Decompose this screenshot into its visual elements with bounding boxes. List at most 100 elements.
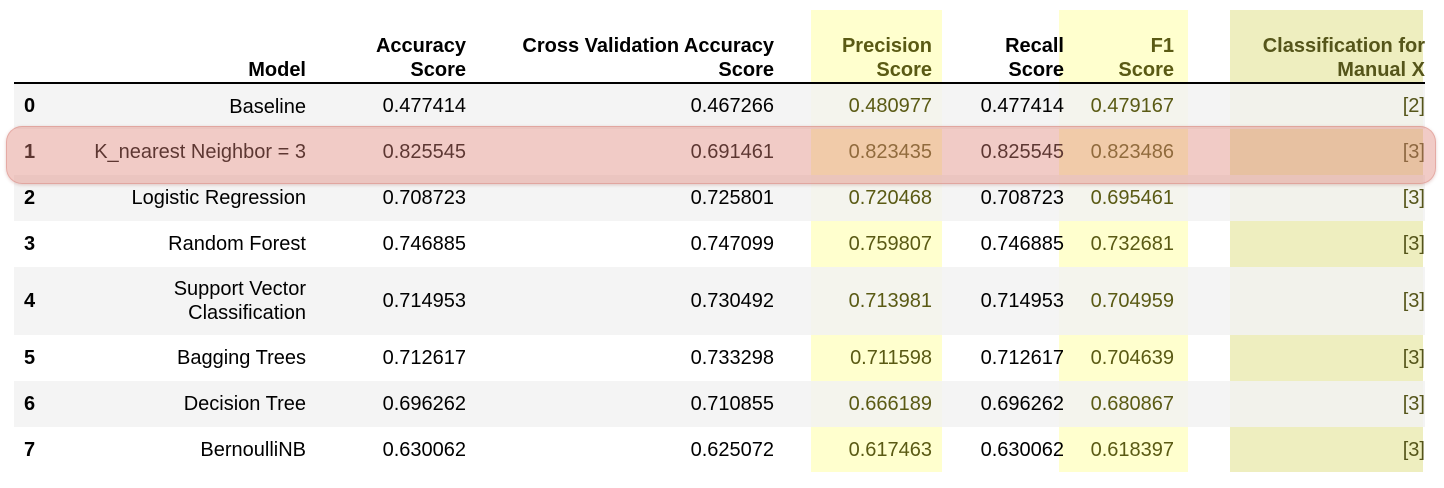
f1-cell: 0.479167	[1090, 95, 1174, 117]
precision-cell: 0.666189	[848, 392, 932, 415]
precision-header-line-2: Score	[876, 59, 932, 81]
accuracy-cell: 0.746885	[382, 232, 466, 255]
cv-accuracy-cell: 0.467266	[690, 95, 774, 117]
f1-header-line-1: F1	[1150, 35, 1174, 57]
table-row: 0 Baseline 0.477414 0.467266 0.480977 0.47741…	[14, 83, 1425, 129]
classification-cell: [3]	[1402, 140, 1425, 163]
row-index: 2	[24, 186, 36, 209]
model-name-line: Baseline	[229, 95, 306, 118]
cv-accuracy-cell: 0.625072	[690, 438, 774, 461]
classification-cell: [3]	[1402, 438, 1425, 461]
recall-header-line-1: Recall	[1005, 35, 1064, 57]
row-index: 1	[24, 140, 36, 163]
model-cell: BernoulliNB	[64, 427, 306, 473]
recall-cell: 0.825545	[980, 140, 1064, 163]
classification-cell: [3]	[1402, 289, 1425, 312]
model-cell: Support Vector Classification	[64, 267, 306, 335]
f1-cell: 0.704639	[1090, 346, 1174, 369]
f1-column-highlight	[1059, 10, 1188, 472]
classification-header: Classification for Manual X	[1174, 12, 1425, 84]
cv-accuracy-header: Cross Validation Accuracy Score	[466, 12, 774, 84]
table-row: 2 Logistic Regression 0.708723 0.725801 0.72…	[14, 175, 1425, 221]
accuracy-cell: 0.825545	[382, 140, 466, 163]
model-cell: Decision Tree	[64, 381, 306, 427]
accuracy-header: Accuracy Score	[306, 12, 466, 84]
model-name-line: Logistic Regression	[131, 187, 306, 209]
classification-header-line-2: Manual X	[1337, 59, 1425, 81]
row-index: 0	[24, 95, 36, 117]
accuracy-cell: 0.714953	[382, 289, 466, 312]
f1-cell: 0.695461	[1090, 186, 1174, 209]
table-body: 0 Baseline 0.477414 0.467266 0.480977 0.47741…	[14, 83, 1425, 473]
model-name-line: Random Forest	[168, 233, 306, 255]
f1-cell: 0.823486	[1090, 140, 1174, 163]
classification-cell: [3]	[1402, 346, 1425, 369]
recall-cell: 0.714953	[980, 289, 1064, 312]
cv-accuracy-header-line-1: Cross Validation Accuracy	[522, 35, 774, 57]
precision-cell: 0.711598	[850, 346, 932, 369]
model-header-label: Model	[248, 59, 306, 81]
recall-cell: 0.477414	[980, 95, 1064, 117]
table-row: 1 K_nearest Neighbor = 3 0.825545 0.691461 0…	[14, 129, 1425, 175]
model-name-line: Bagging Trees	[177, 347, 306, 369]
classification-cell: [3]	[1402, 186, 1425, 209]
model-cell: Logistic Regression	[64, 175, 306, 221]
recall-cell: 0.708723	[980, 186, 1064, 209]
model-header: Model	[64, 12, 306, 84]
recall-cell: 0.696262	[980, 392, 1064, 415]
model-cell: Baseline	[64, 83, 306, 129]
f1-cell: 0.680867	[1090, 392, 1174, 415]
model-name-line: K_nearest Neighbor = 3	[94, 141, 306, 163]
model-cell: Bagging Trees	[64, 335, 306, 381]
f1-cell: 0.732681	[1090, 232, 1174, 255]
model-name-line: Decision Tree	[183, 393, 306, 415]
classification-cell: [2]	[1402, 95, 1425, 117]
table-row: 3 Random Forest 0.746885 0.747099 0.759807 0.…	[14, 221, 1425, 267]
highlighted-row-overlay	[6, 126, 1436, 184]
accuracy-header-line-1: Accuracy	[375, 35, 466, 57]
cv-accuracy-cell: 0.747099	[690, 232, 774, 255]
row-index: 6	[24, 392, 36, 415]
classification-header-line-1: Classification for	[1262, 35, 1425, 57]
model-name-line: Classification	[188, 302, 306, 324]
accuracy-header-line-2: Score	[410, 59, 466, 81]
cv-accuracy-cell: 0.710855	[690, 392, 774, 415]
table-row: 6 Decision Tree 0.696262 0.710855 0.666189 0.…	[14, 381, 1425, 427]
classification-column-highlight	[1230, 10, 1423, 472]
accuracy-cell: 0.712617	[382, 346, 466, 369]
table-row: 5 Bagging Trees 0.712617 0.733298 0.711598 0.…	[14, 335, 1425, 381]
recall-cell: 0.630062	[980, 438, 1064, 461]
model-results-table: Model Accuracy Score Cross Validation Ac…	[14, 12, 1425, 473]
recall-cell: 0.746885	[980, 232, 1064, 255]
precision-cell: 0.823435	[848, 140, 932, 163]
precision-column-highlight	[811, 10, 942, 472]
classification-cell: [3]	[1402, 392, 1425, 415]
index-header	[14, 12, 64, 84]
cv-accuracy-cell: 0.725801	[690, 186, 774, 209]
recall-header-line-2: Score	[1008, 59, 1064, 81]
recall-cell: 0.712617	[980, 346, 1064, 369]
table-header-row: Model Accuracy Score Cross Validation Ac…	[14, 12, 1425, 84]
cv-accuracy-header-line-2: Score	[718, 59, 774, 81]
accuracy-cell: 0.696262	[382, 392, 466, 415]
row-index: 7	[24, 438, 36, 461]
precision-cell: 0.617463	[848, 438, 932, 461]
precision-header-line-1: Precision	[841, 35, 932, 57]
f1-header: F1 Score	[1064, 12, 1174, 84]
cv-accuracy-cell: 0.691461	[690, 140, 774, 163]
precision-cell: 0.480977	[848, 95, 932, 117]
accuracy-cell: 0.708723	[382, 186, 466, 209]
model-cell: K_nearest Neighbor = 3	[64, 129, 306, 175]
table-row: 7 BernoulliNB 0.630062 0.625072 0.617463 0.63…	[14, 427, 1425, 473]
row-index: 3	[24, 232, 36, 255]
cv-accuracy-cell: 0.730492	[690, 289, 774, 312]
precision-cell: 0.713981	[848, 289, 932, 312]
precision-cell: 0.720468	[848, 186, 932, 209]
classification-cell: [3]	[1402, 232, 1425, 255]
accuracy-cell: 0.477414	[382, 95, 466, 117]
accuracy-cell: 0.630062	[382, 438, 466, 461]
cv-accuracy-cell: 0.733298	[690, 346, 774, 369]
row-index: 4	[24, 289, 36, 312]
model-cell: Random Forest	[64, 221, 306, 267]
f1-header-line-2: Score	[1118, 59, 1174, 81]
